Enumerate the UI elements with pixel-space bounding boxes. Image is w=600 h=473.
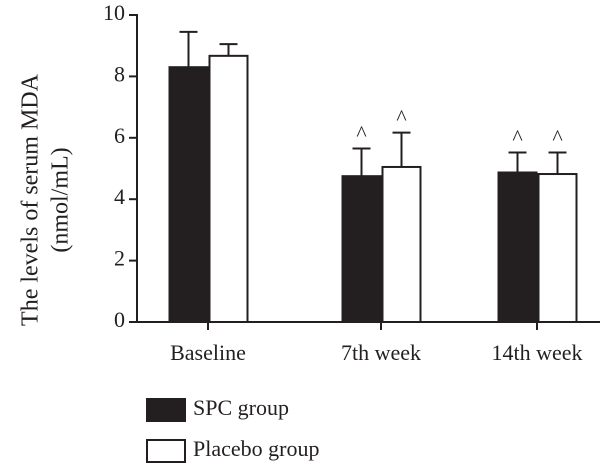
bar [537, 173, 578, 323]
category-label: 14th week [491, 340, 582, 365]
y-tick-label: 4 [114, 184, 125, 209]
y-axis-title-line: The levels of serum MDA [18, 73, 44, 326]
bars: ^ ^ ^ ^ [168, 30, 578, 324]
y-axis-title: The levels of serum MDA (nmol/mL) [18, 73, 74, 326]
y-tick-label: 0 [114, 307, 125, 332]
y-tick-label: 2 [114, 246, 125, 271]
bar [381, 165, 422, 323]
legend-swatch [146, 439, 186, 463]
legend-label: SPC group [193, 395, 289, 420]
y-tick-label: 8 [114, 61, 125, 86]
bar [208, 54, 249, 324]
significance-mark: ^ [396, 105, 407, 130]
legend: SPC group Placebo group [146, 395, 319, 463]
significance-mark: ^ [552, 125, 563, 150]
significance-mark: ^ [356, 121, 367, 146]
category-labels: Baseline 7th week 14th week [170, 340, 582, 365]
category-label: Baseline [170, 340, 246, 365]
bar [497, 171, 538, 323]
significance-mark: ^ [512, 125, 523, 150]
bar [341, 175, 382, 323]
category-label: 7th week [341, 340, 421, 365]
legend-swatch [146, 398, 186, 422]
legend-label: Placebo group [193, 436, 319, 461]
y-tick-label: 10 [103, 0, 125, 25]
bar [168, 66, 209, 323]
y-axis-title-line: (nmol/mL) [48, 147, 74, 252]
y-tick-label: 6 [114, 123, 125, 148]
